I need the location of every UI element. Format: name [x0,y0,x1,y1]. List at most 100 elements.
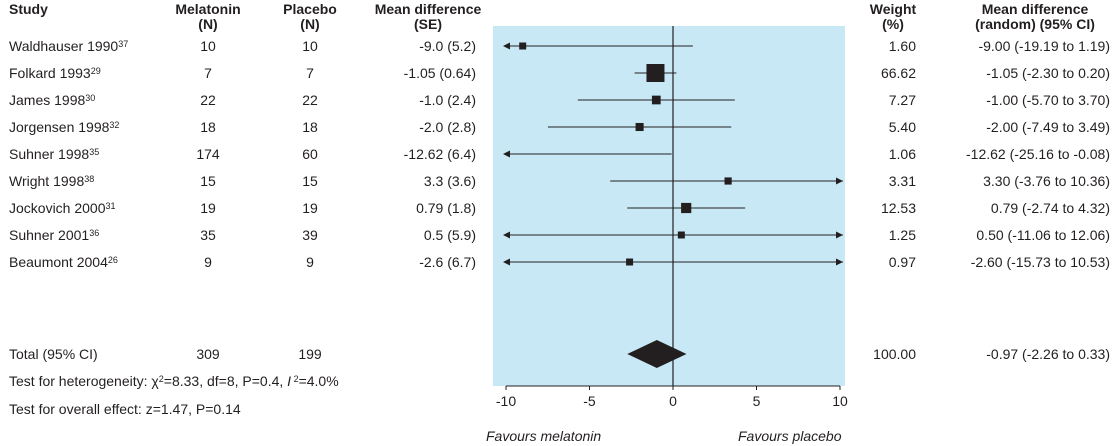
melatonin-n: 19 [200,200,216,216]
heterogeneity-test: Test for heterogeneity: χ2=8.33, df=8, P… [9,372,339,390]
header-study: Study [9,1,48,17]
melatonin-n: 22 [200,92,216,108]
ci-arrow-left [503,150,510,158]
chi-sup: 2 [158,374,164,384]
melatonin-n: 174 [196,146,220,162]
total-melatonin-n: 309 [196,346,220,362]
study-name-text: Waldhauser 1990 [9,38,119,54]
i-symbol: I [287,373,292,389]
melatonin-n: 7 [204,65,212,81]
favours-melatonin-label: Favours melatonin [486,428,602,444]
x-tick-label: 5 [753,393,761,409]
placebo-n: 22 [302,92,318,108]
mean-difference-se: 0.79 (1.8) [416,200,476,216]
weight-pct: 3.31 [888,173,916,189]
placebo-n: 60 [302,146,318,162]
mean-difference-se: 0.5 (5.9) [423,227,476,243]
chi-symbol: χ [151,373,159,389]
ci-arrow-left [503,231,510,239]
ci-arrow-right [836,177,843,185]
ci-arrow-left [503,258,510,266]
study-estimate-square [635,122,644,132]
placebo-n: 7 [306,65,314,81]
header-placebo-n: (N) [300,16,320,32]
header-weight-label: Weight [869,1,917,17]
mean-difference-ci: 0.79 (-2.74 to 4.32) [990,200,1110,216]
study-estimate-square [651,95,661,105]
header-placebo: Placebo (N) [265,2,355,32]
ci-arrow-right [836,231,843,239]
melatonin-n: 10 [200,38,216,54]
header-weight-pct: (%) [882,16,904,32]
header-melatonin-label: Melatonin [175,1,241,17]
study-reference: 37 [118,39,129,49]
study-name: Folkard 199329 [9,64,101,82]
mean-difference-se: -12.62 (6.4) [403,146,476,162]
study-estimate-square [519,42,527,50]
study-reference: 36 [89,228,100,238]
header-melatonin-n: (N) [198,16,218,32]
x-tick-label: 10 [832,393,848,409]
header-mean-difference: Mean difference (SE) [358,2,498,32]
weight-pct: 1.60 [888,38,916,54]
study-name: Jorgensen 199832 [9,118,119,136]
header-md-label: Mean difference [374,1,482,17]
mean-difference-se: -1.05 (0.64) [403,65,476,81]
mean-difference-ci: -9.00 (-19.19 to 1.19) [978,38,1110,54]
x-tick-label: -5 [583,393,596,409]
weight-pct: 7.27 [888,92,916,108]
study-estimate-square [677,231,685,239]
ci-arrow-right [836,258,843,266]
mean-difference-ci: 3.30 (-3.76 to 10.36) [983,173,1110,189]
study-reference: 30 [85,93,96,103]
heterogeneity-i2: =4.0% [298,373,339,389]
x-tick-label: -10 [496,393,516,409]
melatonin-n: 15 [200,173,216,189]
mean-difference-ci: -1.05 (-2.30 to 0.20) [986,65,1110,81]
study-name: Waldhauser 199037 [9,37,128,55]
mean-difference-se: 3.3 (3.6) [423,173,476,189]
heterogeneity-prefix: Test for heterogeneity: [9,373,152,389]
study-name-text: Wright 1998 [9,173,85,189]
study-reference: 32 [109,120,120,130]
header-weight: Weight (%) [858,2,928,32]
header-ci: Mean difference (random) (95% CI) [960,2,1110,32]
header-melatonin: Melatonin (N) [163,2,253,32]
mean-difference-ci: -2.00 (-7.49 to 3.49) [986,119,1110,135]
study-reference: 29 [90,66,101,76]
study-reference: 35 [89,147,100,157]
study-name-text: James 1998 [9,92,86,108]
header-placebo-label: Placebo [283,1,337,17]
x-tick-label: 0 [669,393,677,409]
study-name-text: Jockovich 2000 [9,200,106,216]
study-estimate-square [646,64,665,82]
mean-difference-ci: -2.60 (-15.73 to 10.53) [970,254,1110,270]
total-placebo-n: 199 [298,346,322,362]
mean-difference-ci: -12.62 (-25.16 to -0.08) [966,146,1110,162]
study-name-text: Beaumont 2004 [9,254,108,270]
study-name: Suhner 200136 [9,226,99,244]
study-name-text: Folkard 1993 [9,65,91,81]
study-estimate-square [681,202,692,214]
placebo-n: 15 [302,173,318,189]
melatonin-n: 18 [200,119,216,135]
placebo-n: 10 [302,38,318,54]
total-label: Total (95% CI) [9,346,98,362]
melatonin-n: 35 [200,227,216,243]
weight-pct: 0.97 [888,254,916,270]
total-ci: -0.97 (-2.26 to 0.33) [986,346,1110,362]
placebo-n: 19 [302,200,318,216]
mean-difference-se: -2.6 (6.7) [419,254,476,270]
header-md-se: (SE) [414,16,442,32]
i-sup: 2 [291,374,299,384]
study-name: James 199830 [9,91,95,109]
study-name-text: Jorgensen 1998 [9,119,110,135]
pooled-estimate-diamond [627,340,687,368]
study-name-text: Suhner 2001 [9,227,90,243]
study-name: Wright 199838 [9,172,94,190]
weight-pct: 1.06 [888,146,916,162]
weight-pct: 5.40 [888,119,916,135]
placebo-n: 18 [302,119,318,135]
overall-effect-test: Test for overall effect: z=1.47, P=0.14 [9,401,241,417]
